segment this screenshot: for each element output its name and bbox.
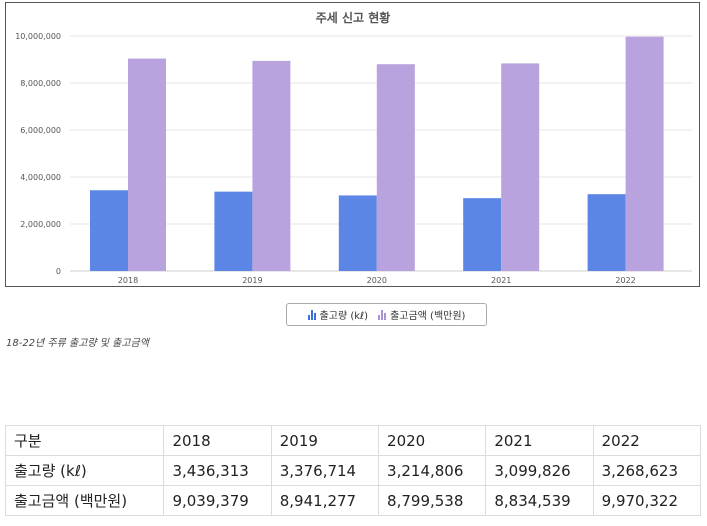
bar-chart-icon bbox=[307, 309, 316, 320]
chart-legend[interactable]: 출고량 (kℓ) 출고금액 (백만원) bbox=[286, 303, 487, 326]
table-cell: 3,214,806 bbox=[378, 455, 487, 486]
chart-panel: 주세 신고 현황 0 2,000,000 4,000,000 6,000,000 8,00… bbox=[5, 2, 700, 287]
table-cell: 9,039,379 bbox=[163, 485, 272, 516]
x-tick-label: 2018 bbox=[118, 276, 138, 285]
table-cell: 3,268,623 bbox=[592, 455, 702, 486]
x-tick-label: 2022 bbox=[615, 276, 635, 285]
table-cell: 출고금액 (백만원) bbox=[4, 485, 165, 516]
y-tick-label: 6,000,000 bbox=[20, 126, 61, 135]
data-table: 구분 2018 2019 2020 2021 2022 출고량 (kℓ) 3,4… bbox=[4, 425, 702, 516]
table-header-cell: 구분 bbox=[4, 425, 165, 456]
x-tick-label: 2019 bbox=[242, 276, 262, 285]
table-header-cell: 2019 bbox=[270, 425, 380, 456]
bar-volume bbox=[90, 190, 128, 271]
bar-volume bbox=[214, 191, 253, 271]
table-row: 출고금액 (백만원) 9,039,379 8,941,277 8,799,538… bbox=[4, 485, 702, 516]
table-cell: 3,436,313 bbox=[163, 455, 272, 486]
table-header-cell: 2020 bbox=[378, 425, 487, 456]
bar-amount bbox=[252, 60, 291, 271]
x-tick-label: 2020 bbox=[367, 276, 387, 285]
table-cell: 8,834,539 bbox=[485, 485, 594, 516]
bar-volume bbox=[587, 194, 626, 271]
legend-item-amount[interactable]: 출고금액 (백만원) bbox=[378, 307, 465, 322]
table-header-cell: 2022 bbox=[592, 425, 702, 456]
table-cell: 8,799,538 bbox=[378, 485, 487, 516]
table-cell: 3,099,826 bbox=[485, 455, 594, 486]
bar-volume bbox=[463, 198, 502, 271]
legend-label-volume: 출고량 (kℓ) bbox=[319, 311, 369, 322]
bar-chart-icon bbox=[378, 309, 387, 320]
y-tick-label: 8,000,000 bbox=[20, 79, 61, 88]
table-cell: 3,376,714 bbox=[270, 455, 380, 486]
table-row: 출고량 (kℓ) 3,436,313 3,376,714 3,214,806 3… bbox=[4, 455, 702, 486]
bar-chart: 주세 신고 현황 0 2,000,000 4,000,000 6,000,000 8,00… bbox=[15, 10, 692, 285]
table-cell: 출고량 (kℓ) bbox=[4, 455, 165, 486]
bar-amount bbox=[376, 64, 415, 271]
y-tick-label: 2,000,000 bbox=[20, 220, 61, 229]
table-header-row: 구분 2018 2019 2020 2021 2022 bbox=[4, 425, 702, 456]
table-header-cell: 2018 bbox=[163, 425, 272, 456]
y-tick-label: 4,000,000 bbox=[20, 173, 61, 182]
table-cell: 8,941,277 bbox=[270, 485, 380, 516]
table-header-cell: 2021 bbox=[485, 425, 594, 456]
bar-amount bbox=[625, 36, 664, 271]
table-cell: 9,970,322 bbox=[592, 485, 702, 516]
bar-volume bbox=[338, 195, 377, 271]
bar-amount bbox=[128, 58, 166, 272]
chart-title: 주세 신고 현황 bbox=[316, 10, 391, 25]
y-tick-label: 0 bbox=[56, 267, 61, 276]
chart-caption: 18-22년 주류 출고량 및 출고금액 bbox=[6, 338, 149, 349]
legend-label-amount: 출고금액 (백만원) bbox=[390, 311, 466, 322]
x-tick-label: 2021 bbox=[491, 276, 511, 285]
bar-amount bbox=[501, 63, 540, 271]
y-tick-label: 10,000,000 bbox=[15, 32, 61, 41]
legend-item-volume[interactable]: 출고량 (kℓ) bbox=[307, 307, 369, 322]
